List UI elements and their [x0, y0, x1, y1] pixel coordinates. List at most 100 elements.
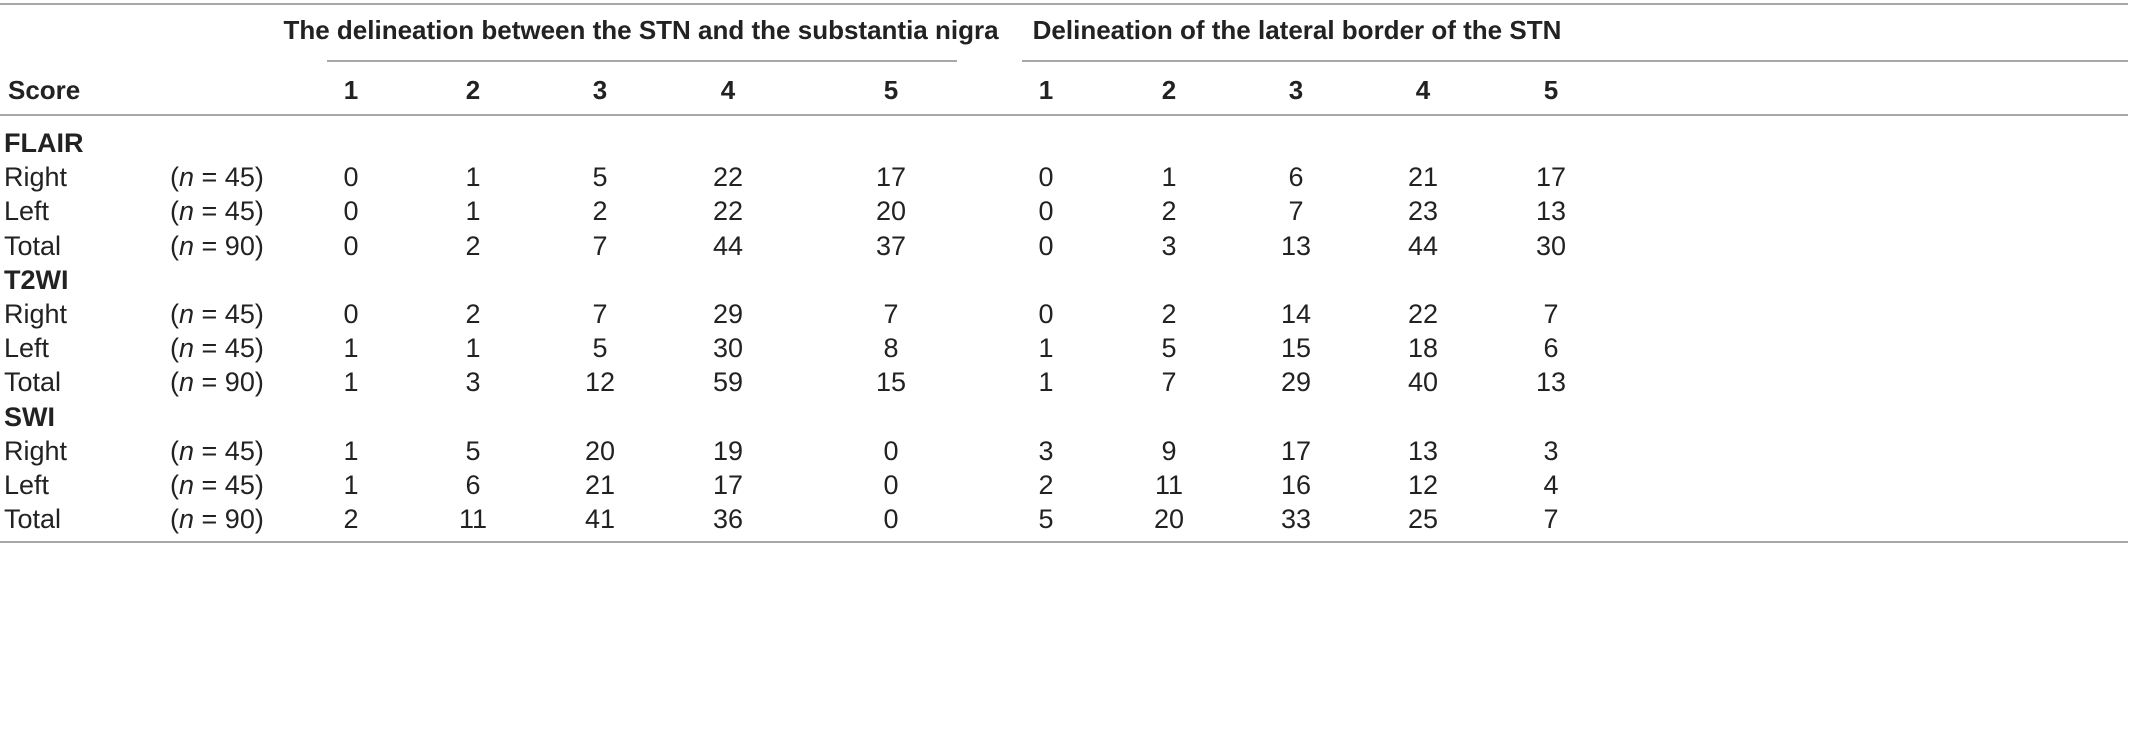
sample-size-variable: n	[179, 504, 195, 534]
group1-rule	[327, 60, 957, 62]
table-cell: 13	[1535, 367, 1567, 397]
sample-size-prefix: (	[170, 299, 179, 329]
table-cell: 1	[465, 196, 481, 226]
table-cell: 16	[1280, 470, 1312, 500]
sample-size: (n = 45)	[170, 469, 264, 501]
table-cell: 0	[343, 299, 359, 329]
sample-size-variable: n	[179, 436, 195, 466]
table-cell: 22	[712, 196, 744, 226]
table-cell: 2	[1038, 470, 1054, 500]
table-cell: 59	[712, 367, 744, 397]
table-cell: 7	[592, 299, 608, 329]
sample-size-value: = 45)	[194, 333, 264, 363]
table-cell: 19	[712, 436, 744, 466]
table-cell: 13	[1407, 436, 1439, 466]
table-cell: 20	[875, 196, 907, 226]
table-cell: 7	[1161, 367, 1177, 397]
table-cell: 12	[1407, 470, 1439, 500]
table-cell: 2	[465, 299, 481, 329]
sample-size: (n = 45)	[170, 161, 264, 193]
sample-size-value: = 45)	[194, 162, 264, 192]
table-cell: 17	[875, 162, 907, 192]
section-label: SWI	[4, 402, 55, 432]
sample-size-prefix: (	[170, 196, 179, 226]
table-cell: 14	[1280, 299, 1312, 329]
table-cell: 30	[712, 333, 744, 363]
sample-size-value: = 45)	[194, 470, 264, 500]
row-label: Left	[4, 333, 50, 363]
table-cell: 11	[458, 504, 488, 534]
table-cell: 17	[1535, 162, 1567, 192]
group2-rule	[1022, 60, 2128, 62]
sample-size: (n = 90)	[170, 503, 264, 535]
sample-size-prefix: (	[170, 436, 179, 466]
sample-size-value: = 90)	[194, 367, 264, 397]
sample-size-variable: n	[179, 196, 195, 226]
sample-size-variable: n	[179, 333, 195, 363]
table-cell: 17	[1280, 436, 1312, 466]
table-cell: 3	[1038, 436, 1054, 466]
sample-size-prefix: (	[170, 504, 179, 534]
table-cell: 0	[1038, 299, 1054, 329]
table-cell: 5	[465, 436, 481, 466]
table-cell: 0	[1038, 196, 1054, 226]
table-cell: 29	[712, 299, 744, 329]
row-label: Left	[4, 196, 50, 226]
sample-size-prefix: (	[170, 470, 179, 500]
table-cell: 13	[1280, 231, 1312, 261]
table-cell: 0	[343, 196, 359, 226]
table-cell: 7	[1543, 299, 1559, 329]
row-label: Right	[4, 162, 68, 192]
table-cell: 33	[1280, 504, 1312, 534]
score-label: Score	[8, 75, 81, 105]
group1-title: The delineation between the STN and the …	[283, 15, 999, 45]
score-col-header: 1	[343, 75, 359, 105]
table-cell: 0	[1038, 231, 1054, 261]
score-col-header: 5	[1543, 75, 1559, 105]
table-cell: 15	[875, 367, 907, 397]
table-cell: 4	[1543, 470, 1559, 500]
table-cell: 12	[584, 367, 616, 397]
table-cell: 6	[1288, 162, 1304, 192]
table-cell: 1	[1161, 162, 1177, 192]
score-col-header: 3	[1288, 75, 1304, 105]
table-cell: 0	[343, 231, 359, 261]
table-cell: 22	[1407, 299, 1439, 329]
table-cell: 1	[465, 162, 481, 192]
table-cell: 2	[1161, 299, 1177, 329]
table-cell: 9	[1161, 436, 1177, 466]
table-cell: 2	[592, 196, 608, 226]
sample-size: (n = 45)	[170, 435, 264, 467]
sample-size: (n = 90)	[170, 366, 264, 398]
sample-size: (n = 90)	[170, 230, 264, 262]
table-cell: 0	[343, 162, 359, 192]
table-cell: 18	[1407, 333, 1439, 363]
table-cell: 5	[592, 333, 608, 363]
row-label: Total	[4, 231, 62, 261]
table-cell: 0	[883, 470, 899, 500]
table-cell: 5	[1038, 504, 1054, 534]
table-cell: 1	[465, 333, 481, 363]
table-cell: 44	[712, 231, 744, 261]
table-cell: 6	[465, 470, 481, 500]
section-label: FLAIR	[4, 128, 84, 158]
section-label: T2WI	[4, 265, 69, 295]
sample-size-value: = 45)	[194, 196, 264, 226]
score-col-header: 3	[592, 75, 608, 105]
score-col-header: 5	[883, 75, 899, 105]
table-cell: 3	[465, 367, 481, 397]
sample-size-prefix: (	[170, 333, 179, 363]
table-cell: 1	[343, 333, 359, 363]
table-cell: 0	[883, 504, 899, 534]
sample-size-value: = 90)	[194, 231, 264, 261]
table-cell: 8	[883, 333, 899, 363]
table-cell: 3	[1543, 436, 1559, 466]
sample-size: (n = 45)	[170, 195, 264, 227]
bottom-rule	[0, 541, 2128, 543]
table-cell: 25	[1407, 504, 1439, 534]
table-cell: 1	[1038, 333, 1054, 363]
row-label: Left	[4, 470, 50, 500]
row-label: Total	[4, 367, 62, 397]
table-cell: 23	[1407, 196, 1439, 226]
table-cell: 0	[1038, 162, 1054, 192]
